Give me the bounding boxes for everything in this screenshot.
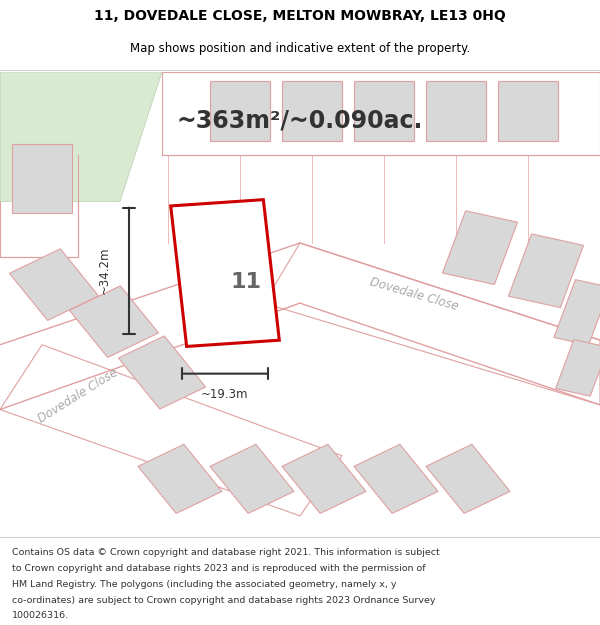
Polygon shape — [556, 339, 600, 396]
Text: ~363m²/~0.090ac.: ~363m²/~0.090ac. — [177, 109, 423, 132]
Polygon shape — [354, 81, 414, 141]
Polygon shape — [554, 279, 600, 345]
Polygon shape — [138, 444, 222, 513]
Text: ~19.3m: ~19.3m — [201, 388, 249, 401]
Polygon shape — [70, 286, 158, 357]
Polygon shape — [171, 199, 279, 346]
Text: ~34.2m: ~34.2m — [97, 247, 110, 294]
Text: HM Land Registry. The polygons (including the associated geometry, namely x, y: HM Land Registry. The polygons (includin… — [12, 580, 397, 589]
Text: 11, DOVEDALE CLOSE, MELTON MOWBRAY, LE13 0HQ: 11, DOVEDALE CLOSE, MELTON MOWBRAY, LE13… — [94, 9, 506, 22]
Polygon shape — [210, 444, 294, 513]
Polygon shape — [282, 81, 342, 141]
Polygon shape — [162, 72, 600, 155]
Text: to Crown copyright and database rights 2023 and is reproduced with the permissio: to Crown copyright and database rights 2… — [12, 564, 425, 573]
Text: co-ordinates) are subject to Crown copyright and database rights 2023 Ordnance S: co-ordinates) are subject to Crown copyr… — [12, 596, 436, 604]
Polygon shape — [498, 81, 558, 141]
Polygon shape — [118, 336, 206, 409]
Polygon shape — [508, 234, 584, 308]
Polygon shape — [442, 211, 518, 284]
Polygon shape — [426, 444, 510, 513]
Polygon shape — [12, 144, 72, 213]
Text: 100026316.: 100026316. — [12, 611, 69, 621]
Text: Dovedale Close: Dovedale Close — [368, 275, 460, 312]
Polygon shape — [0, 345, 342, 516]
Polygon shape — [0, 72, 78, 257]
Polygon shape — [354, 444, 438, 513]
Text: 11: 11 — [230, 272, 262, 292]
Text: Map shows position and indicative extent of the property.: Map shows position and indicative extent… — [130, 42, 470, 56]
Polygon shape — [10, 249, 98, 321]
Polygon shape — [0, 72, 162, 201]
Polygon shape — [426, 81, 486, 141]
Polygon shape — [282, 444, 366, 513]
Text: Dovedale Close: Dovedale Close — [36, 366, 120, 426]
Polygon shape — [264, 243, 600, 405]
Polygon shape — [210, 81, 270, 141]
Text: Contains OS data © Crown copyright and database right 2021. This information is : Contains OS data © Crown copyright and d… — [12, 548, 440, 557]
